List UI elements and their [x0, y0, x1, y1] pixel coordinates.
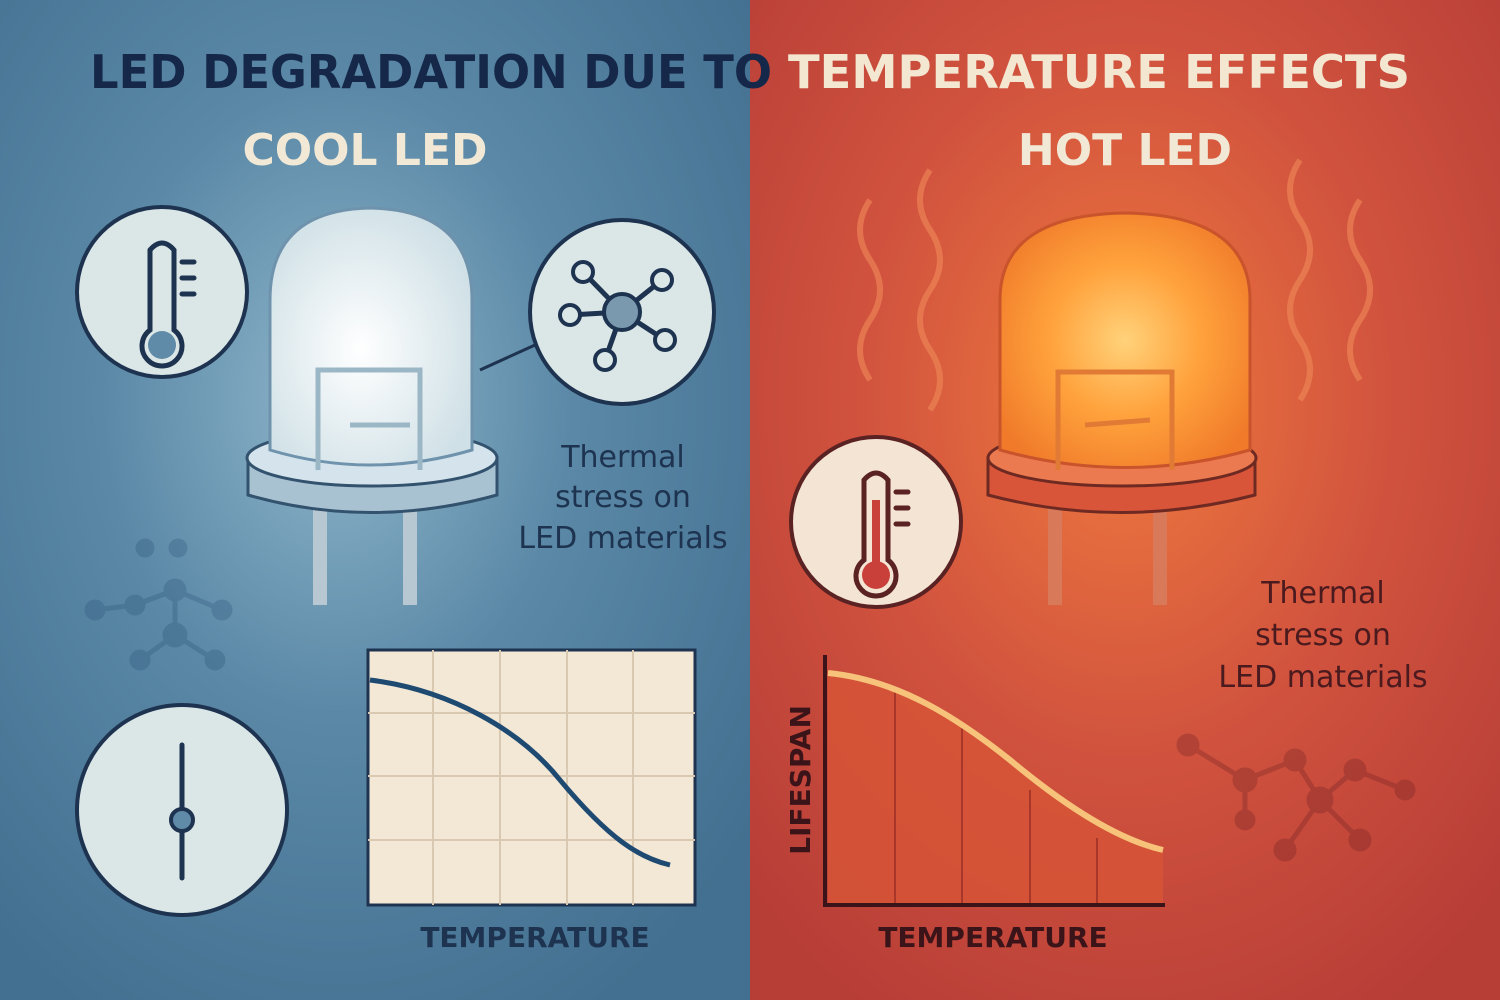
- heat-waves-part: [857, 198, 883, 382]
- x-axis-label: TEMPERATURE: [420, 921, 649, 954]
- faint-molecule-part: [1343, 758, 1367, 782]
- molecule-icon: [528, 218, 716, 406]
- faint-molecule-part: [1186, 742, 1406, 852]
- faint-molecule-part: [162, 622, 188, 648]
- faint-molecule-part: [1176, 733, 1200, 757]
- cool-thermometer-icon-part: [75, 205, 249, 379]
- hot-chart-part: [823, 655, 1165, 907]
- heat-waves-part: [1347, 198, 1373, 382]
- caption-line: stress on: [1255, 618, 1391, 653]
- faint-molecule-part: [1394, 779, 1416, 801]
- cool-chart-part: [369, 677, 671, 868]
- molecule-icon-part: [571, 260, 595, 284]
- hot-chart-part: [894, 690, 1098, 905]
- caption-line: stress on: [555, 480, 691, 515]
- cool-thermometer-icon: [75, 205, 249, 379]
- cool-led: [245, 206, 499, 605]
- faint-molecule: [84, 538, 233, 671]
- faint-molecule-part: [1306, 786, 1334, 814]
- faint-molecule-part: [1232, 767, 1258, 793]
- molecule-icon-part: [653, 328, 677, 352]
- caption-line: LED materials: [518, 521, 727, 556]
- molecule-icon-part: [567, 269, 668, 363]
- y-axis-label: LIFESPAN: [784, 705, 817, 855]
- cool-heading: COOL LED: [242, 125, 487, 176]
- molecule-icon-part: [593, 348, 617, 372]
- cool-chart: [366, 648, 697, 907]
- cool-thermometer-icon-part: [148, 331, 176, 359]
- cool-chart-part: [368, 650, 695, 905]
- faint-molecule-part: [84, 599, 106, 621]
- caption-line: Thermal: [560, 440, 685, 475]
- heat-waves-part: [1287, 158, 1313, 402]
- faint-molecule-part: [204, 649, 226, 671]
- gauge-icon-part: [169, 807, 195, 833]
- x-axis-label: TEMPERATURE: [878, 921, 1107, 954]
- caption-line: LED materials: [1218, 660, 1427, 695]
- faint-molecule-part: [135, 538, 155, 558]
- connector: [479, 343, 536, 372]
- faint-molecule-part: [1283, 748, 1307, 772]
- title-left: LED DEGRADATION DUE TO: [90, 45, 772, 99]
- gauge-icon: [75, 703, 289, 917]
- cool-thermometer-icon-part: [179, 259, 197, 297]
- molecule-icon-part: [558, 303, 582, 327]
- heat-waves-part: [917, 168, 943, 412]
- faint-molecule-part: [1234, 809, 1256, 831]
- hot-heading: HOT LED: [1018, 125, 1232, 176]
- faint-molecule-part: [168, 538, 188, 558]
- faint-molecule-part: [129, 649, 151, 671]
- hot-led: [986, 211, 1258, 605]
- hot-led-part: [1055, 369, 1175, 470]
- hot-chart-part: [827, 670, 1164, 853]
- heat-waves: [857, 158, 1373, 412]
- hot-chart: [823, 655, 1165, 907]
- hot-thermometer-icon-part: [893, 489, 911, 527]
- faint-molecule-part: [211, 599, 233, 621]
- title-right: TEMPERATURE EFFECTS: [788, 45, 1410, 99]
- cool-caption: Thermal stress on LED materials: [518, 440, 727, 556]
- hot-thermometer-icon-part: [853, 470, 899, 599]
- hot-caption: Thermal stress on LED materials: [1218, 576, 1427, 695]
- faint-molecule-part: [94, 586, 223, 663]
- molecule-icon-part: [650, 268, 674, 292]
- hot-chart-part: [828, 673, 1163, 905]
- caption-line: Thermal: [1260, 576, 1385, 611]
- faint-molecule: [1176, 733, 1416, 862]
- faint-molecule-part: [1273, 838, 1297, 862]
- faint-molecule-part: [124, 594, 146, 616]
- hot-thermometer-icon-part: [862, 561, 890, 589]
- hot-led-part: [998, 211, 1252, 469]
- hot-thermometer-icon: [789, 435, 963, 609]
- cool-thermometer-icon-part: [139, 240, 185, 369]
- molecule-icon-part: [602, 292, 642, 332]
- cool-led-part: [315, 367, 423, 470]
- faint-molecule-part: [1348, 828, 1372, 852]
- faint-molecule-part: [163, 578, 187, 602]
